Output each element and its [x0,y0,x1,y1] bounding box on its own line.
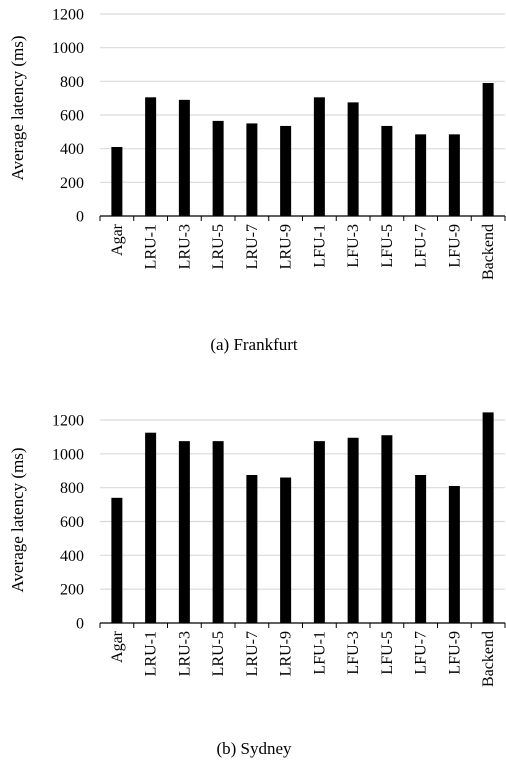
y-tick-label: 600 [60,108,84,125]
y-axis-title: Average latency (ms) [8,447,27,592]
x-tick-label: LFU-5 [379,224,396,268]
bar-lfu-3 [347,102,359,216]
y-tick-label: 1000 [52,40,84,57]
bar-lfu-5 [381,125,393,216]
y-tick-label: 1000 [52,446,84,463]
x-tick-label: Backend [480,224,497,280]
figure-caption: (b) Sydney [216,739,292,758]
y-tick-label: 600 [60,514,84,531]
x-tick-label: LRU-7 [244,224,261,269]
x-tick-label: LFU-3 [345,631,362,675]
x-tick-label: LRU-1 [143,631,160,676]
y-axis-title: Average latency (ms) [8,35,27,180]
bar-lfu-3 [347,437,359,623]
y-tick-label: 400 [60,548,84,565]
x-tick-label: LFU-7 [413,224,430,268]
bar-lfu-5 [381,435,393,623]
x-tick-label: Backend [480,631,497,687]
bar-backend [482,83,494,217]
x-tick-label: LRU-1 [143,224,160,269]
y-tick-label: 1200 [52,413,84,430]
bar-lru-1 [145,432,157,623]
x-tick-label: LRU-3 [176,631,193,676]
bar-lru-9 [280,125,292,216]
bar-lfu-9 [448,134,460,216]
bar-lru-1 [145,97,157,216]
y-tick-label: 200 [60,582,84,599]
x-tick-label: LRU-9 [278,631,295,676]
y-tick-label: 800 [60,74,84,91]
x-tick-label: LRU-5 [210,224,227,269]
bar-lru-3 [178,99,190,216]
bar-lru-7 [246,474,258,623]
x-tick-label: LRU-7 [244,631,261,676]
y-tick-label: 800 [60,480,84,497]
bar-agar [111,497,123,623]
chart-frankfurt: 0 200 400 600 800 1000 1200 Agar LRU-1 LRU-3 LRU-5… [8,7,506,354]
x-tick-label: LFU-1 [311,631,328,675]
bar-lfu-1 [313,97,325,216]
x-tick-label: LFU-9 [446,224,463,268]
bar-lfu-7 [415,474,427,623]
x-tick-label: LRU-9 [278,224,295,269]
figure-caption: (a) Frankfurt [210,335,298,354]
x-tick-label: Agar [109,630,126,663]
y-tick-label: 400 [60,141,84,158]
bar-lru-5 [212,120,224,216]
y-tick-label: 1200 [52,7,84,24]
y-tick-label: 200 [60,175,84,192]
x-tick-label: LRU-3 [176,224,193,269]
x-tick-label: LFU-9 [446,631,463,675]
bar-lru-9 [280,477,292,623]
x-tick-label: LFU-3 [345,224,362,268]
bar-lru-3 [178,441,190,623]
bar-agar [111,146,123,216]
x-tick-label: LFU-5 [379,631,396,675]
bar-lru-5 [212,441,224,623]
x-tick-label: LFU-1 [311,224,328,268]
bar-lfu-7 [415,134,427,216]
bar-lfu-1 [313,441,325,623]
y-tick-label: 0 [76,209,84,226]
bar-backend [482,412,494,623]
x-tick-label: Agar [109,223,126,256]
bar-lfu-9 [448,485,460,623]
bar-lru-7 [246,123,258,216]
y-tick-label: 0 [76,616,84,633]
x-tick-label: LFU-7 [413,631,430,675]
chart-sydney: 0 200 400 600 800 1000 1200 Agar LRU-1 LRU-3 LRU-5… [8,412,506,758]
x-tick-label: LRU-5 [210,631,227,676]
